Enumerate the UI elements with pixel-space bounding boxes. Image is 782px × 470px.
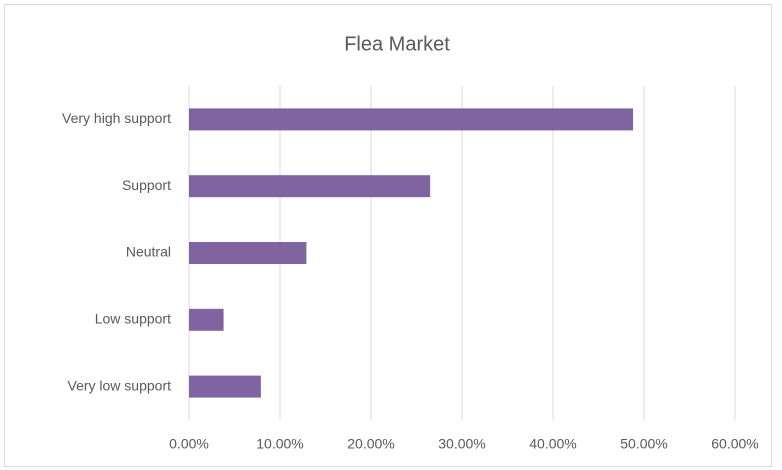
x-tick-label: 10.00%	[256, 436, 303, 452]
y-tick-label: Support	[122, 177, 171, 193]
chart-frame	[4, 4, 772, 467]
y-tick-label: Very high support	[62, 110, 171, 126]
bar	[189, 108, 634, 131]
y-tick-label: Very low support	[68, 377, 172, 393]
x-tick-label: 40.00%	[529, 436, 576, 452]
bar	[189, 175, 431, 198]
y-tick-label: Low support	[95, 311, 171, 327]
x-tick-label: 60.00%	[711, 436, 758, 452]
x-tick-label: 30.00%	[438, 436, 485, 452]
bar	[189, 242, 307, 264]
y-tick-label: Neutral	[126, 244, 171, 260]
chart-title: Flea Market	[344, 33, 450, 55]
x-tick-label: 50.00%	[620, 436, 667, 452]
bar	[189, 375, 261, 398]
x-tick-label: 0.00%	[169, 436, 209, 452]
bar	[189, 308, 224, 331]
x-tick-label: 20.00%	[347, 436, 394, 452]
